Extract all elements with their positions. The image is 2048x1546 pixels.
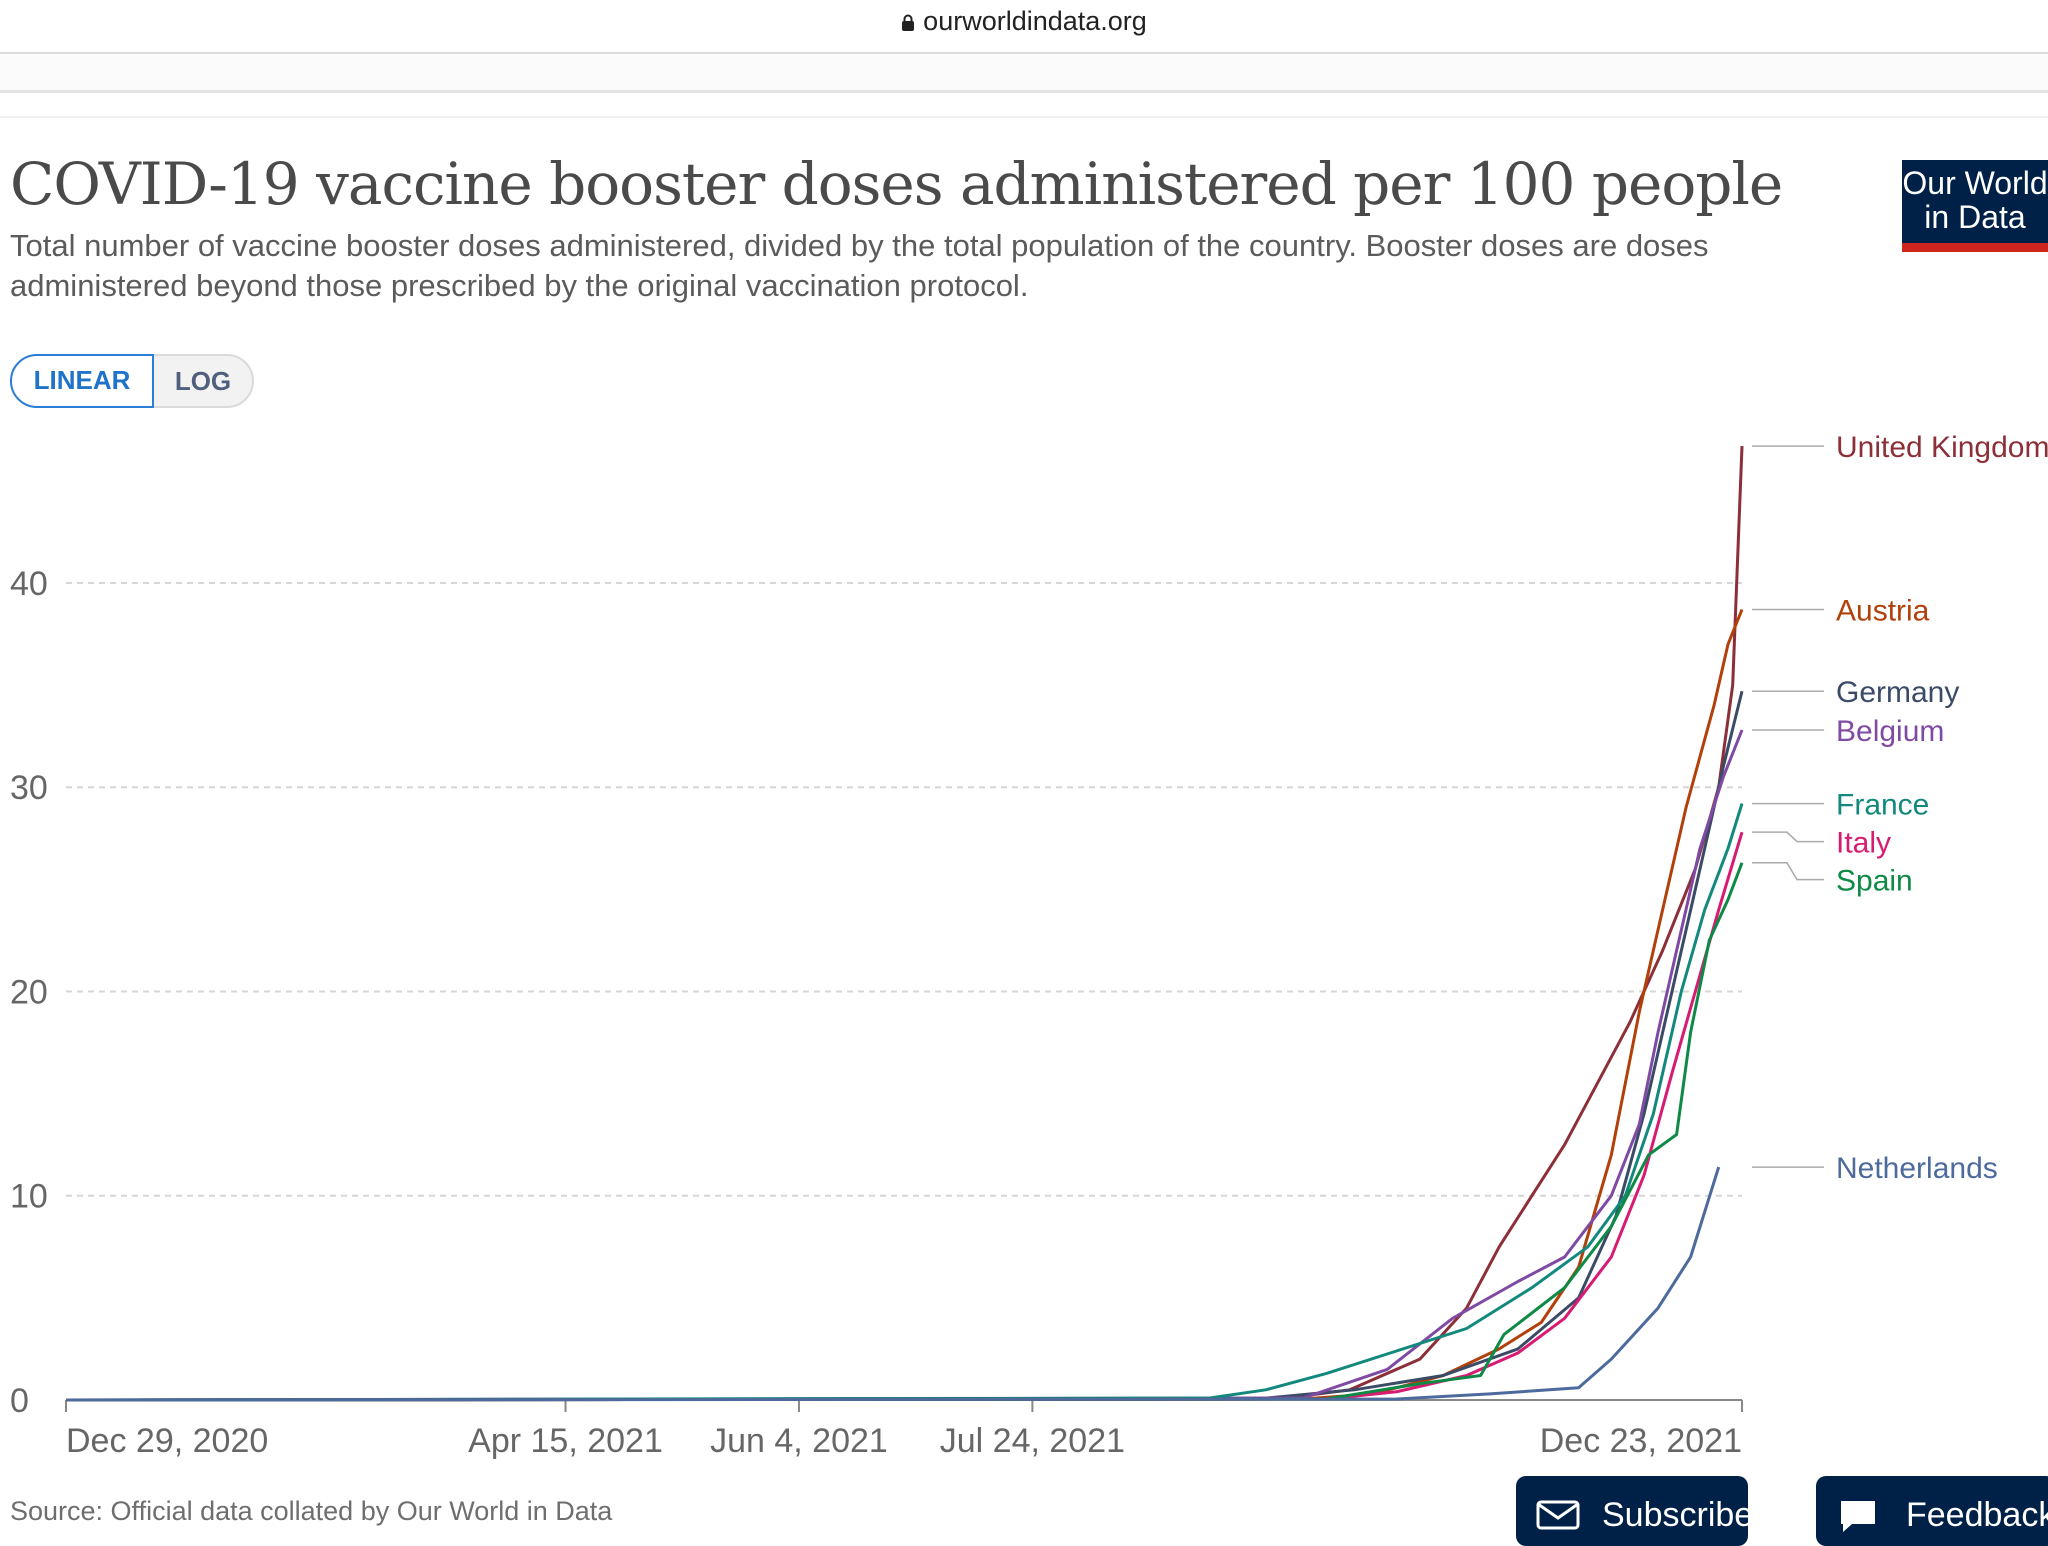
x-tick-label: Dec 29, 2020 <box>66 1422 268 1460</box>
linear-scale-button[interactable]: LINEAR <box>10 354 154 408</box>
header-divider <box>0 116 2048 118</box>
series-label-germany[interactable]: Germany <box>1836 676 1959 709</box>
axes: 0 10 20 30 40 Dec 29, 2020 Apr 15, 2021 Jun 4, … <box>10 565 1743 1460</box>
series-label-united_kingdom[interactable]: United Kingdom <box>1836 431 2048 464</box>
y-tick-label: 20 <box>10 973 48 1011</box>
browser-toolbar-strip <box>0 54 2048 93</box>
y-tick-label: 30 <box>10 769 48 807</box>
series-label-spain[interactable]: Spain <box>1836 865 1913 898</box>
log-scale-button[interactable]: LOG <box>174 366 232 396</box>
x-tick-label: Apr 15, 2021 <box>468 1422 663 1460</box>
series-line-united_kingdom[interactable] <box>65 446 1744 1402</box>
chart-title: COVID-19 vaccine booster doses administe… <box>10 150 1783 218</box>
series-label-france[interactable]: France <box>1836 789 1929 822</box>
url-text: ourworldindata.org <box>923 6 1147 36</box>
x-tick-label: Dec 23, 2021 <box>1540 1422 1742 1460</box>
series-label-austria[interactable]: Austria <box>1836 595 1930 628</box>
label-connector <box>1752 831 1824 843</box>
y-tick-label: 40 <box>10 565 48 603</box>
scale-toggle: LINEAR LOG <box>10 354 254 408</box>
series-line-netherlands[interactable] <box>65 1166 1721 1402</box>
envelope-icon <box>1536 1500 1580 1530</box>
y-tick-label: 10 <box>10 1178 48 1216</box>
series-line-spain[interactable] <box>65 862 1744 1402</box>
feedback-label: Feedback <box>1906 1496 2048 1534</box>
browser-address-bar: ourworldindata.org <box>0 0 2048 54</box>
source-note: Source: Official data collated by Our Wo… <box>10 1496 613 1526</box>
series-line-belgium[interactable] <box>65 729 1744 1402</box>
series-line-italy[interactable] <box>65 831 1744 1402</box>
lock-icon <box>902 14 915 31</box>
owid-logo[interactable]: Our World in Data <box>1902 160 2048 252</box>
url-display[interactable]: ourworldindata.org <box>0 6 2048 37</box>
series-lines <box>65 446 1744 1402</box>
series-label-italy[interactable]: Italy <box>1836 827 1891 860</box>
chart-subtitle: Total number of vaccine booster doses ad… <box>10 228 1709 303</box>
feedback-button[interactable]: Feedback <box>1816 1476 2048 1546</box>
series-line-france[interactable] <box>65 803 1744 1402</box>
x-tick-label: Jun 4, 2021 <box>710 1422 888 1460</box>
series-line-germany[interactable] <box>65 690 1744 1402</box>
subscribe-button[interactable]: Subscribe <box>1516 1476 1753 1546</box>
x-tick-label: Jul 24, 2021 <box>940 1422 1125 1460</box>
gridlines <box>66 581 1742 1197</box>
series-label-netherlands[interactable]: Netherlands <box>1836 1152 1998 1185</box>
series-label-belgium[interactable]: Belgium <box>1836 715 1944 748</box>
series-labels: United Kingdom Austria Germany Belgium Franc… <box>1752 431 2048 1185</box>
subscribe-label: Subscribe <box>1602 1496 1754 1534</box>
label-connector <box>1752 862 1824 881</box>
y-tick-label: 0 <box>10 1382 29 1420</box>
speech-bubble-icon <box>1841 1501 1875 1532</box>
series-line-austria[interactable] <box>65 608 1744 1402</box>
